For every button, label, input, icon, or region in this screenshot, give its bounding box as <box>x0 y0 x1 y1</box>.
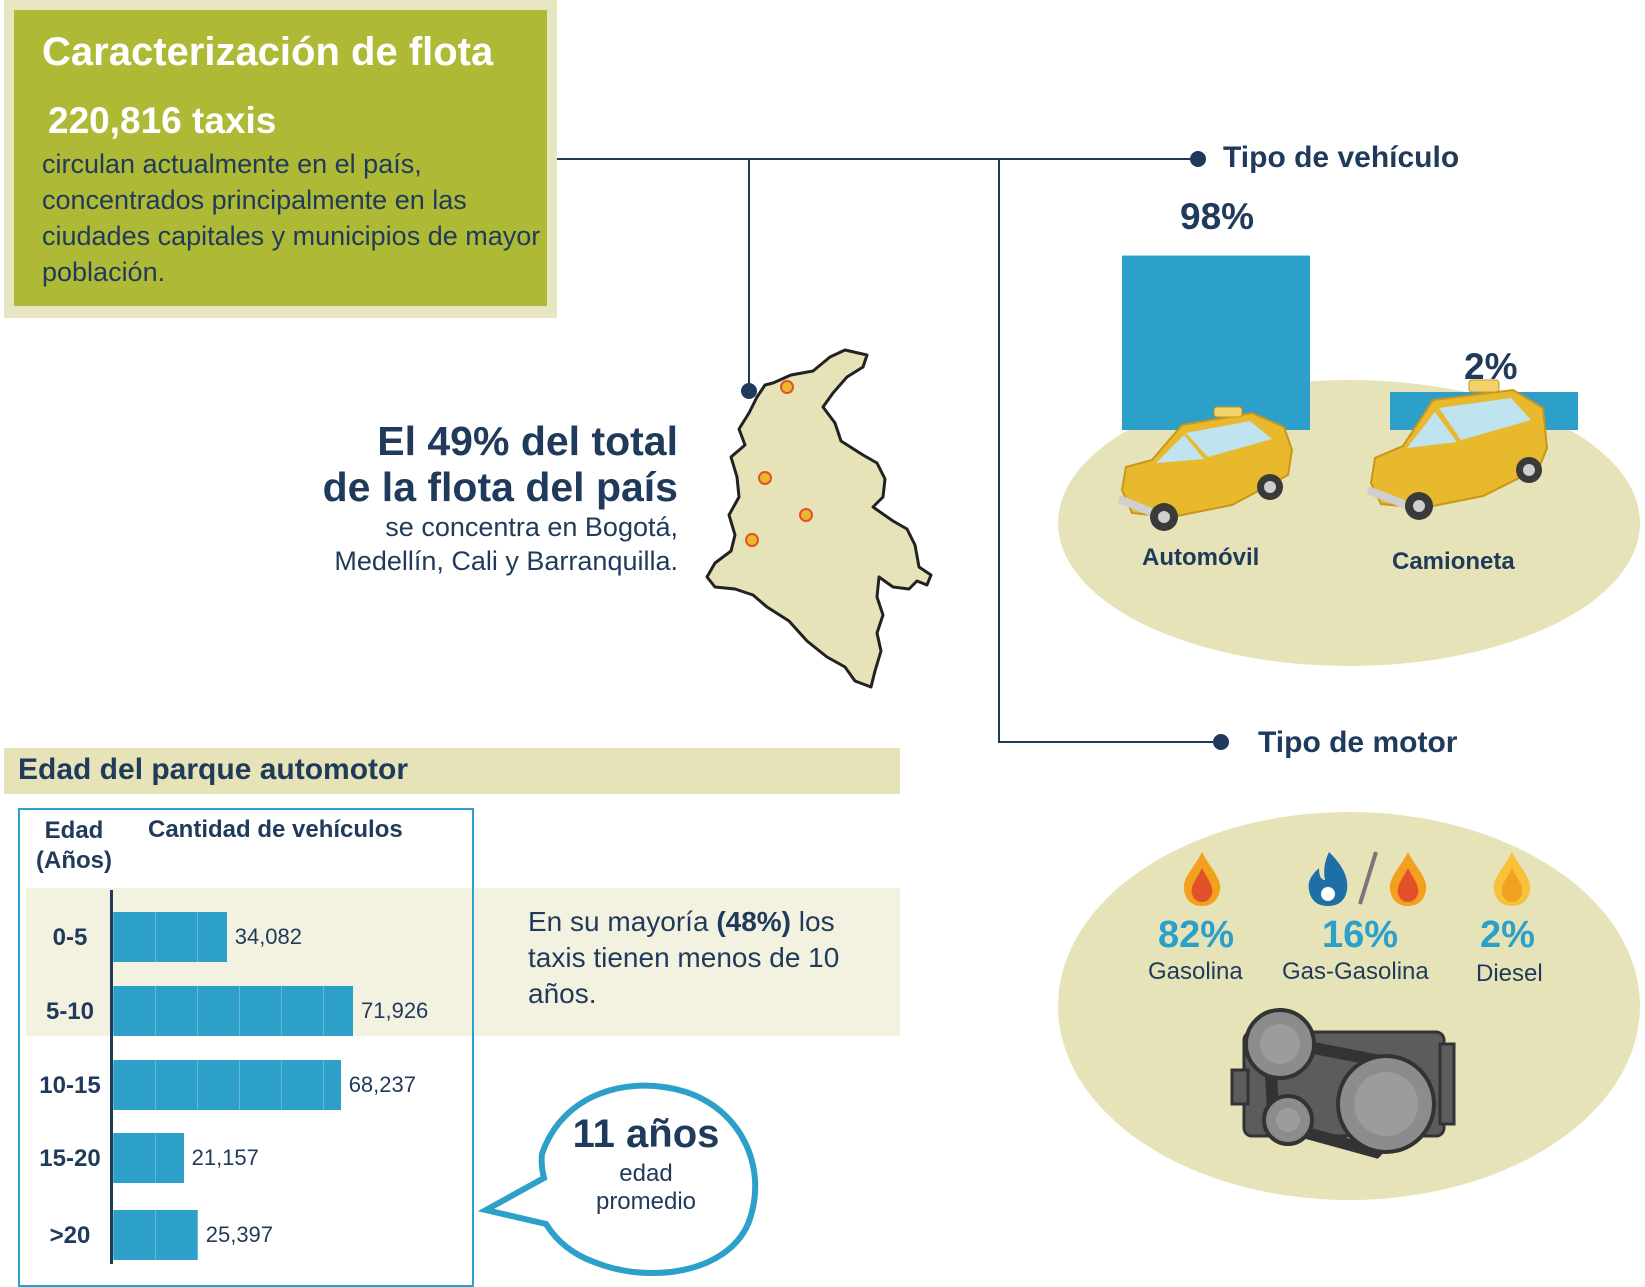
engine-icon <box>1230 1008 1456 1159</box>
bar-automovil <box>1122 255 1310 430</box>
age-section-band <box>4 748 900 794</box>
age-note-pre: En su mayoría <box>528 906 717 937</box>
age-note-post: los taxis tienen menos de 10 años. <box>528 906 840 1009</box>
age-note: En su mayoría (48%) los taxis tienen men… <box>528 904 858 1012</box>
colombia-map <box>705 348 933 689</box>
taxi-car-icon <box>1118 406 1294 531</box>
age-bar-value-label: 21,157 <box>191 1145 259 1170</box>
connector-line-main <box>557 158 1197 160</box>
pct-automovil: 98% <box>1180 196 1255 237</box>
age-bar <box>113 986 353 1036</box>
diesel-flame-icon <box>1493 852 1531 906</box>
engine-type-title: Tipo de motor <box>1258 726 1458 759</box>
age-section-title: Edad del parque automotor <box>18 753 409 786</box>
label-gas-gasolina: Gas-Gasolina <box>1282 958 1429 985</box>
header-panel-fill <box>14 10 547 306</box>
gasoline-flame-icon-2 <box>1389 852 1427 906</box>
age-chart-frame <box>18 808 474 1287</box>
gasoline-flame-icon <box>1183 852 1221 906</box>
age-bar <box>113 1210 198 1260</box>
page-title: Caracterización de flota <box>42 30 494 74</box>
age-category-label: >20 <box>49 1222 91 1249</box>
pct-diesel: 2% <box>1480 914 1535 956</box>
vehicle-type-chart <box>1122 255 1578 430</box>
label-automovil: Automóvil <box>1142 544 1260 571</box>
header-description: circulan actualmente en el país, concent… <box>42 149 541 287</box>
taxi-suv-icon <box>1367 379 1549 520</box>
age-bar <box>113 912 227 962</box>
age-column-header: Edad (Años) <box>34 816 114 876</box>
quantity-column-header: Cantidad de vehículos <box>148 816 403 843</box>
age-note-pct: (48%) <box>716 906 792 937</box>
city-dot-cali <box>745 533 759 547</box>
average-age-value: 11 años <box>572 1112 720 1156</box>
connector-line-engine <box>998 741 1216 743</box>
label-camioneta: Camioneta <box>1392 548 1515 575</box>
age-category-label: 10-15 <box>39 1072 101 1099</box>
connector-line-vertical <box>998 158 1000 742</box>
age-category-label: 15-20 <box>39 1145 101 1172</box>
natural-gas-flame-icon <box>1308 852 1348 906</box>
vehicle-type-title: Tipo de vehículo <box>1223 141 1460 174</box>
pct-gas-gasolina: 16% <box>1322 914 1399 956</box>
average-age-bubble <box>478 1082 759 1276</box>
age-bar-value-label: 68,237 <box>348 1072 416 1097</box>
age-bar-value-label: 34,082 <box>234 924 303 949</box>
average-age-label-1: edad <box>619 1160 673 1187</box>
age-bar <box>113 1133 184 1183</box>
label-diesel: Diesel <box>1476 960 1543 987</box>
age-bar <box>113 1060 341 1110</box>
age-chart-axis <box>110 890 113 1264</box>
map-headline-2: de la flota del país <box>322 464 678 510</box>
country-outline <box>705 348 933 689</box>
age-column-header-line2: (Años) <box>36 847 112 874</box>
age-column-header-line1: Edad <box>44 817 104 844</box>
connector-dot-map <box>741 383 757 399</box>
map-caption-2: Medellín, Cali y Barranquilla. <box>334 546 678 576</box>
connector-line-map <box>748 158 750 388</box>
connector-dot-engine <box>1213 734 1229 750</box>
city-dot-barranquilla <box>780 380 794 394</box>
pct-gasolina: 82% <box>1158 914 1235 956</box>
city-dot-medellin <box>758 471 772 485</box>
city-dot-bogota <box>799 508 813 522</box>
age-category-label: 0-5 <box>52 924 88 951</box>
map-headline-1: El 49% del total <box>377 418 678 464</box>
age-bar-value-label: 71,926 <box>361 998 429 1023</box>
label-gasolina: Gasolina <box>1148 958 1243 985</box>
connector-dot-vehicle <box>1190 151 1206 167</box>
age-bar-value-label: 25,397 <box>205 1222 274 1247</box>
map-caption-1: se concentra en Bogotá, <box>385 512 678 542</box>
taxi-count: 220,816 taxis <box>48 100 277 141</box>
age-category-label: 5-10 <box>45 998 95 1025</box>
slash-separator-icon <box>1358 851 1378 905</box>
average-age-label-2: promedio <box>595 1188 697 1215</box>
